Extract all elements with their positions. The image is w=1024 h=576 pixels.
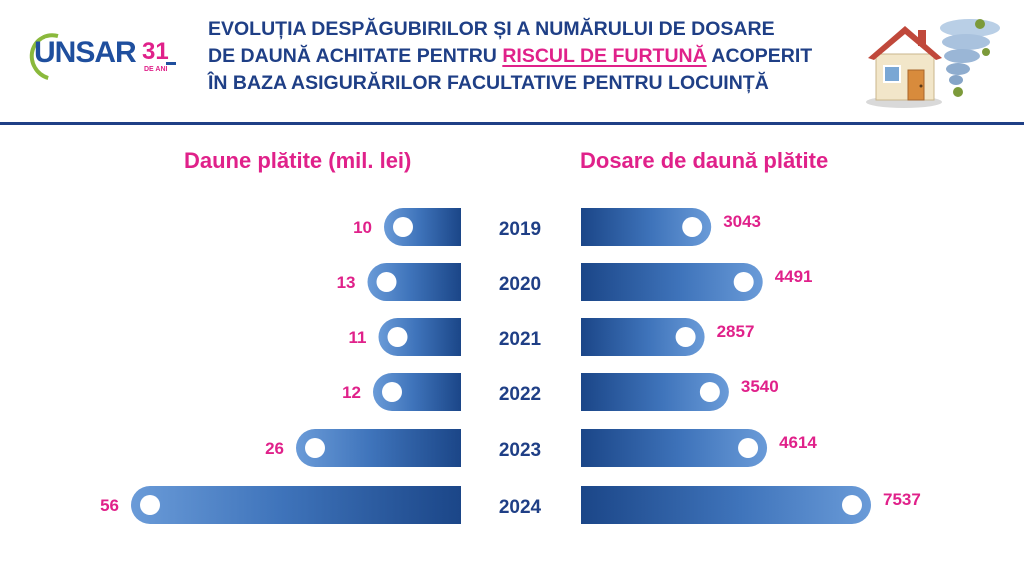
house-icon — [866, 26, 942, 108]
right-bars: 3043 4491 2857 3540 4614 7537 — [581, 208, 921, 524]
title-line-2-post: ACOPERIT — [706, 45, 813, 67]
title-line-2: DE DAUNĂ ACHITATE PENTRU RISCUL DE FURTU… — [208, 43, 848, 70]
logo-text: UNSAR — [34, 36, 137, 69]
title-line-2-pre: DE DAUNĂ ACHITATE PENTRU — [208, 45, 503, 67]
left-chart-title: Daune plătite (mil. lei) — [184, 148, 412, 173]
left-value-label-2019: 10 — [353, 218, 372, 237]
right-bar-2020 — [581, 263, 763, 301]
right-value-label-2023: 4614 — [779, 433, 817, 452]
year-label-2021: 2021 — [499, 329, 542, 350]
left-bar-knob-2024 — [140, 495, 160, 515]
left-bar-knob-2022 — [382, 382, 402, 402]
left-value-label-2024: 56 — [100, 496, 119, 515]
right-value-label-2019: 3043 — [723, 212, 761, 231]
year-label-2019: 2019 — [499, 219, 541, 240]
left-value-label-2020: 13 — [337, 273, 356, 292]
unsar-logo: UNSAR 31 DE ANI — [21, 24, 190, 90]
right-bar-knob-2024 — [842, 495, 862, 515]
right-value-label-2022: 3540 — [741, 377, 779, 396]
right-value-label-2021: 2857 — [717, 322, 755, 341]
header-divider — [0, 122, 1024, 125]
anniversary-sub: DE ANI — [144, 66, 168, 73]
left-bar-2023 — [296, 429, 461, 467]
left-bar-knob-2023 — [305, 438, 325, 458]
right-bar-2019 — [581, 208, 712, 246]
right-bar-2023 — [581, 429, 768, 467]
left-bar-knob-2019 — [393, 217, 413, 237]
year-label-2023: 2023 — [499, 440, 541, 461]
left-bar-2024 — [131, 486, 461, 524]
right-bar-knob-2022 — [699, 382, 720, 402]
left-bar-2020 — [367, 263, 461, 301]
title-highlight: RISCUL DE FURTUNĂ — [502, 45, 707, 67]
year-label-2020: 2020 — [499, 274, 541, 295]
right-bar-knob-2020 — [733, 272, 754, 292]
right-bar-knob-2023 — [738, 438, 759, 458]
year-label-2022: 2022 — [499, 384, 541, 405]
right-bar-knob-2021 — [675, 327, 696, 347]
tornado-icon — [940, 19, 1000, 97]
left-value-label-2022: 12 — [342, 383, 361, 402]
right-value-label-2020: 4491 — [775, 267, 813, 286]
left-value-label-2023: 26 — [265, 439, 284, 458]
anniversary-dash — [166, 62, 176, 65]
right-value-label-2024: 7537 — [883, 490, 921, 509]
year-labels: 2019 2020 2021 2022 2023 2024 — [499, 219, 542, 518]
left-value-label-2021: 11 — [349, 328, 367, 347]
right-bar-2021 — [581, 318, 705, 356]
right-bar-2024 — [581, 486, 871, 524]
house-tornado-icon — [866, 19, 1000, 108]
right-bar-knob-2019 — [682, 217, 703, 237]
left-bar-knob-2021 — [387, 327, 408, 347]
title-line-1: EVOLUȚIA DESPĂGUBIRILOR ȘI A NUMĂRULUI D… — [208, 18, 775, 40]
year-label-2024: 2024 — [499, 497, 542, 518]
page-title: EVOLUȚIA DESPĂGUBIRILOR ȘI A NUMĂRULUI D… — [208, 16, 848, 97]
title-line-3: ÎN BAZA ASIGURĂRILOR FACULTATIVE PENTRU … — [208, 72, 769, 94]
anniversary-number: 31 — [142, 38, 169, 65]
right-bar-2022 — [581, 373, 729, 411]
left-bars: 10 13 11 12 26 56 — [100, 208, 461, 524]
left-bar-knob-2020 — [376, 272, 397, 292]
right-chart-title: Dosare de daună plătite — [580, 148, 829, 173]
